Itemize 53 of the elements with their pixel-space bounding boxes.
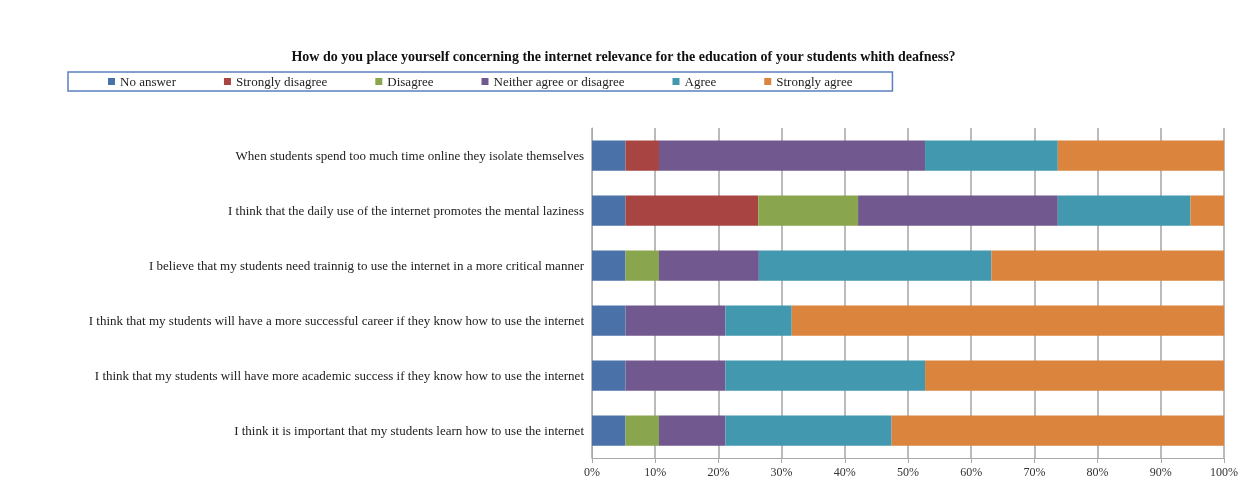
bar [858,195,1058,226]
bar [758,195,859,226]
bar [891,415,1224,446]
bar [592,415,626,446]
legend-label: Agree [684,74,717,89]
x-tick-label: 20% [707,465,730,479]
x-tick-label: 80% [1086,465,1109,479]
bar [625,140,659,171]
x-tick-label: 30% [770,465,793,479]
legend-label: Neither agree or disagree [493,74,625,89]
bar [592,140,626,171]
bar [658,250,759,281]
bar [592,250,626,281]
bar [658,415,726,446]
bar [925,140,1058,171]
bar [725,305,792,336]
bar [592,195,626,226]
x-tick-label: 40% [833,465,856,479]
bar [725,360,926,391]
x-tick-label: 90% [1149,465,1172,479]
y-tick-label: I think that my students will have a more successful career if they know how to use the internet [88,313,585,328]
x-tick-label: 60% [960,465,983,479]
bar [625,195,759,226]
bar [625,250,659,281]
y-tick-label: I think that my students will have more academic success if they know how to use the internet [94,368,585,383]
bar [1057,140,1224,171]
bar [658,140,926,171]
bar [725,415,892,446]
legend-label: Strongly agree [776,74,853,89]
bar [1190,195,1224,226]
bar [758,250,992,281]
legend-label: Disagree [387,74,434,89]
bar [1057,195,1191,226]
legend-label: Strongly disagree [235,74,328,89]
bar [625,360,726,391]
bar [625,415,659,446]
x-tick-label: 0% [584,465,600,479]
bar [625,305,726,336]
y-tick-label: I think that the daily use of the internet promotes the mental laziness [228,203,584,218]
x-tick-label: 50% [897,465,919,479]
x-tick-label: 10% [644,465,667,479]
bar [592,305,626,336]
bar [991,250,1224,281]
chart-title: How do you place yourself concerning the internet relevance for the education of your students whith deafness? [291,48,956,64]
bar [925,360,1224,391]
bar [791,305,1224,336]
x-tick-label: 70% [1023,465,1046,479]
bar [592,360,626,391]
y-tick-label: When students spend too much time online they isolate themselves [235,148,584,163]
y-tick-label: I think it is important that my students learn how to use the internet [234,423,585,438]
y-tick-label: I believe that my students need trainnig to use the internet in a more critical manner [149,258,585,273]
legend-label: No answer [120,74,177,89]
x-tick-label: 100% [1210,465,1238,479]
